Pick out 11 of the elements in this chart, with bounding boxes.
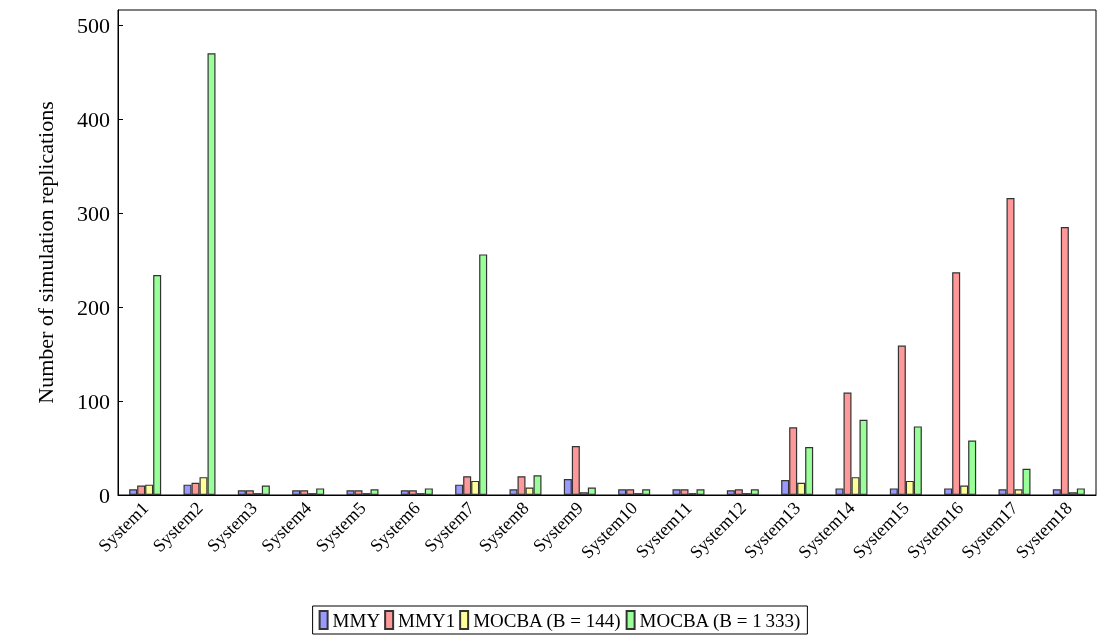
y-tick-label: 100 [77, 388, 110, 414]
y-tick-label: 0 [99, 482, 110, 508]
legend-label: MMY1 [398, 609, 456, 631]
y-tick-label: 400 [77, 106, 110, 132]
y-tick-label: 500 [77, 12, 110, 38]
y-tick-label: 300 [77, 200, 110, 226]
legend-label: MOCBA (B = 1 333) [639, 609, 801, 632]
y-tick-label: 200 [77, 294, 110, 320]
legend-label: MMY [332, 609, 381, 631]
y-axis-title: Number of simulation replications [32, 101, 58, 404]
legend-label: MOCBA (B = 144) [473, 609, 621, 632]
